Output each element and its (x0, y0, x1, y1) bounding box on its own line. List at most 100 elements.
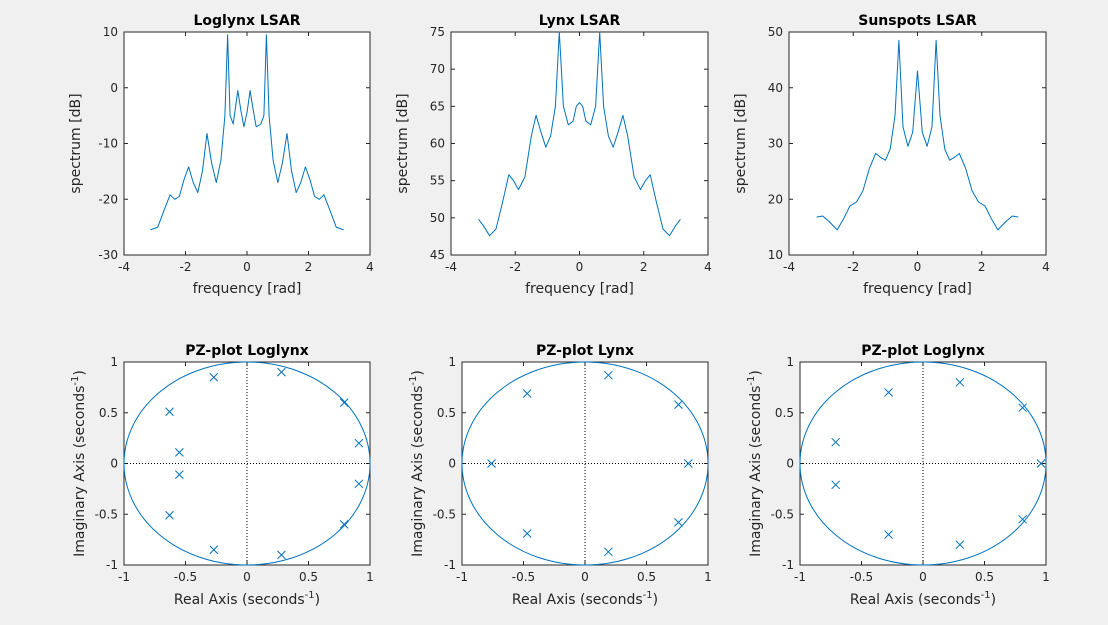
x-tick-label: -1 (456, 570, 468, 584)
pole-marker (674, 518, 683, 527)
y-tick-label: 50 (768, 25, 783, 39)
unit-circle (123, 361, 371, 566)
chart-title: Lynx LSAR (539, 13, 621, 29)
x-tick-label: 2 (640, 260, 648, 274)
subplot-6: -1 -0.5 0 0.5 1 -1 -0.5 0 0.5 1 PZ-plot Loglynx Rea… (746, 343, 1050, 608)
y-tick-label: 45 (430, 248, 445, 262)
axes-box (123, 31, 371, 256)
pole-marker (1018, 514, 1027, 524)
x-tick-label: 0.5 (637, 570, 656, 584)
pole-marker (884, 388, 893, 397)
x-tick-label: -2 (847, 260, 859, 274)
x-tick-label: -4 (445, 260, 457, 274)
pole-marker (277, 550, 286, 560)
pole-marker (604, 370, 613, 380)
y-tick-label: -20 (98, 192, 118, 206)
y-tick-label: -0.5 (771, 507, 794, 521)
pole-marker (522, 389, 532, 398)
pole-marker (339, 520, 349, 529)
x-tick-label: 0 (919, 570, 927, 584)
y-tick-label: 0 (786, 457, 794, 471)
x-tick-label: -2 (180, 260, 192, 274)
y-axis-label: Imaginary Axis (seconds-1) (746, 370, 764, 557)
y-tick-label: -0.5 (433, 507, 456, 521)
pole-marker (165, 510, 174, 520)
pole-marker (955, 377, 965, 387)
y-tick-label: 10 (103, 25, 118, 39)
y-tick-label: -1 (444, 558, 456, 572)
y-tick-label: 20 (768, 192, 783, 206)
spectrum-series-line (816, 39, 1019, 231)
x-tick-label: 1 (1042, 570, 1050, 584)
x-axis-label: frequency [rad] (863, 281, 972, 297)
y-axis-label: spectrum [dB] (68, 93, 84, 193)
y-tick-label: 10 (768, 248, 783, 262)
subplot-3: -4 -2 0 2 4 10 20 30 40 50 Sunspots LSAR frequency … (733, 13, 1050, 297)
pole-marker (604, 547, 613, 557)
unit-circle (461, 361, 709, 566)
x-axis-label: Real Axis (seconds-1) (174, 590, 320, 608)
x-tick-label: -4 (783, 260, 795, 274)
x-tick-label: 2 (305, 260, 313, 274)
pole-marker (354, 438, 364, 448)
x-tick-label: -1 (118, 570, 130, 584)
y-tick-label: -10 (98, 137, 118, 151)
pole-marker (174, 447, 184, 457)
pole-marker (487, 459, 496, 468)
pole-marker (683, 459, 693, 468)
y-tick-label: -1 (782, 558, 794, 572)
x-tick-label: 2 (978, 260, 986, 274)
pole-marker (674, 400, 683, 409)
y-axis-label: spectrum [dB] (395, 93, 411, 193)
x-tick-label: -1 (794, 570, 806, 584)
pole-marker (522, 529, 532, 538)
y-axis-label: spectrum [dB] (733, 93, 749, 193)
y-tick-label: 65 (430, 99, 445, 113)
subplot-2: -4 -2 0 2 4 45 50 55 60 65 70 75 Lynx LSAR frequency … (395, 13, 712, 297)
y-tick-label: 55 (430, 174, 445, 188)
y-tick-label: -0.5 (95, 507, 118, 521)
axes-box (788, 31, 1047, 256)
y-tick-label: 0.5 (775, 406, 794, 420)
y-tick-label: 30 (768, 137, 783, 151)
x-tick-label: 0 (914, 260, 922, 274)
pole-marker (831, 437, 841, 447)
pole-marker (354, 479, 364, 489)
x-axis-label: Real Axis (seconds-1) (512, 590, 658, 608)
pole-marker (277, 367, 286, 377)
pole-marker (1036, 459, 1046, 468)
pole-marker (174, 470, 184, 480)
x-tick-label: 0.5 (299, 570, 318, 584)
x-axis-label: frequency [rad] (525, 281, 634, 297)
chart-title: PZ-plot Loglynx (861, 343, 984, 359)
spectrum-series-line (478, 31, 681, 237)
x-axis-label: frequency [rad] (193, 281, 302, 297)
x-tick-label: 4 (704, 260, 712, 274)
y-tick-label: 0.5 (437, 406, 456, 420)
x-tick-label: 0 (243, 260, 251, 274)
pole-marker (165, 407, 174, 417)
x-tick-label: 0 (581, 570, 589, 584)
y-tick-label: 50 (430, 211, 445, 225)
y-tick-label: 0 (110, 81, 118, 95)
x-tick-label: 0.5 (975, 570, 994, 584)
y-axis-label: Imaginary Axis (seconds-1) (408, 370, 426, 557)
chart-title: Loglynx LSAR (194, 13, 301, 29)
y-tick-label: 60 (430, 137, 445, 151)
unit-circle (799, 361, 1047, 566)
pole-marker (1018, 403, 1027, 413)
x-tick-label: 0 (243, 570, 251, 584)
chart-title: Sunspots LSAR (858, 13, 977, 29)
y-tick-label: 0.5 (99, 406, 118, 420)
axes-box (450, 31, 709, 256)
chart-title: PZ-plot Lynx (536, 343, 634, 359)
x-tick-label: 4 (366, 260, 374, 274)
pole-marker (884, 530, 893, 539)
x-tick-label: -2 (509, 260, 521, 274)
y-tick-label: 1 (448, 355, 456, 369)
x-tick-label: 4 (1042, 260, 1050, 274)
chart-title: PZ-plot Loglynx (185, 343, 308, 359)
spectrum-series-line (150, 34, 344, 231)
